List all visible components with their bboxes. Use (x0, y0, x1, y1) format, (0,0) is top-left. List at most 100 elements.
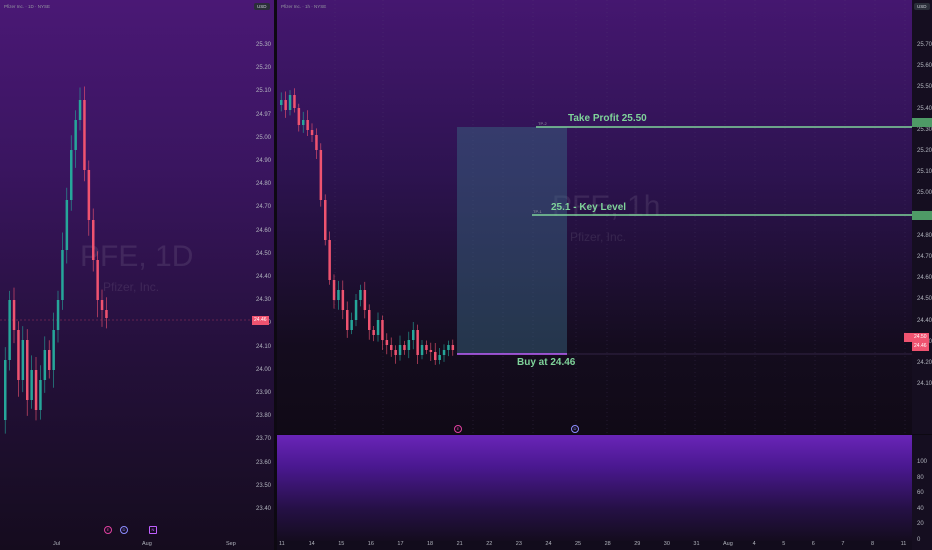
daily-chart-pane[interactable]: Pfizer Inc. · 1D · NYSE PFE, 1D Pfizer, … (0, 0, 274, 550)
candle (412, 330, 415, 340)
candle (96, 260, 99, 300)
candle (438, 355, 441, 360)
earnings-event-icon[interactable]: E (104, 526, 112, 534)
candle (434, 352, 437, 360)
price-tick: 24.50 (256, 250, 272, 257)
candle (297, 108, 301, 125)
pane-divider-horizontal[interactable] (277, 434, 932, 435)
candle (65, 200, 69, 250)
candle (284, 100, 287, 110)
indicator-tick: 100 (917, 459, 928, 465)
price-tick: 24.80 (917, 232, 932, 239)
price-tick: 23.70 (256, 436, 272, 443)
position-handle[interactable] (904, 333, 912, 342)
candle (52, 330, 55, 370)
candle (61, 250, 64, 300)
price-tick: 25.50 (917, 84, 932, 91)
right-key-level-price-tag (912, 211, 932, 220)
news-event-icon[interactable]: N (149, 526, 157, 534)
price-tick: 24.00 (256, 366, 272, 373)
candle (87, 170, 91, 220)
time-tick: 18 (427, 541, 434, 547)
candle (385, 340, 389, 345)
time-tick: 6 (811, 541, 815, 547)
left-chart-legend: Pfizer Inc. · 1D · NYSE (4, 4, 51, 9)
time-tick: 24 (545, 541, 552, 547)
price-tick: 25.00 (917, 190, 932, 197)
left-time-axis[interactable]: Jul Aug Sep (0, 541, 252, 550)
key-level-label[interactable]: 25.1 - Key Level (551, 202, 627, 213)
candle (92, 220, 95, 260)
right-time-axis[interactable]: 11 14 15 16 17 18 21 22 23 24 25 28 29 30 31 Aug 4 5 6 7 8 11 (277, 541, 912, 550)
right-price-axis[interactable]: 25.70 25.60 25.50 25.40 25.30 25.20 25.10 25.00… (912, 0, 932, 550)
earnings-event-icon[interactable]: E (454, 425, 462, 433)
price-tick: 25.00 (256, 134, 272, 141)
price-tick: 25.10 (917, 169, 932, 176)
candle (341, 290, 345, 310)
price-tick: 24.40 (256, 274, 272, 280)
candle (315, 135, 318, 150)
time-tick: 31 (693, 541, 700, 547)
time-tick: 28 (604, 541, 611, 547)
take-profit-label[interactable]: Take Profit 25.50 (568, 113, 647, 124)
candle (302, 120, 305, 125)
candle (372, 330, 375, 335)
candle (416, 330, 419, 355)
price-tick: 24.20 (917, 360, 932, 366)
right-unit-badge[interactable]: USD (914, 3, 930, 10)
pane-divider-vertical[interactable] (274, 0, 277, 550)
dividend-event-icon[interactable]: D (120, 526, 128, 534)
candle (8, 300, 11, 360)
candle (363, 290, 367, 310)
candle (394, 350, 397, 355)
indicator-pane[interactable] (277, 435, 912, 541)
candle (451, 345, 455, 350)
hourly-candles (280, 0, 912, 434)
candle (34, 370, 38, 410)
time-tick: 22 (486, 541, 493, 547)
indicator-tick: 40 (917, 505, 924, 512)
candle (48, 350, 51, 370)
candle (376, 320, 380, 335)
price-tick: 24.50 (917, 296, 932, 303)
time-tick: 7 (841, 541, 845, 547)
price-tick: 24.10 (917, 381, 932, 388)
candle (43, 350, 47, 380)
price-tick: 23.50 (256, 482, 272, 489)
candle (4, 360, 7, 420)
time-tick: 30 (663, 541, 670, 547)
time-tick: 4 (752, 541, 756, 547)
dividend-event-icon[interactable]: D (571, 425, 579, 433)
left-price-axis[interactable]: 25.30 25.20 25.10 24.97 25.00 24.90 24.80 24.70… (252, 0, 274, 550)
price-tick: 25.20 (917, 148, 932, 154)
candle (306, 120, 309, 130)
hourly-chart-pane[interactable]: Pfizer Inc. · 1h · NYSE PFE, 1h Pfizer, … (277, 0, 912, 434)
candle (368, 310, 371, 330)
price-tick: 24.60 (917, 275, 932, 282)
left-unit-badge[interactable]: USD (254, 3, 270, 10)
price-tick: 24.60 (256, 227, 272, 234)
candle (398, 345, 402, 355)
candle (346, 310, 349, 330)
candle (319, 150, 323, 200)
candle (407, 340, 411, 350)
price-tick: 25.60 (917, 63, 932, 70)
candle (420, 345, 424, 355)
candle (12, 300, 16, 330)
time-tick: Sep (226, 541, 236, 547)
time-tick: 17 (397, 541, 404, 547)
candle (447, 345, 450, 350)
indicator-tick: 20 (917, 521, 924, 527)
time-tick: Aug (723, 541, 733, 547)
time-tick: 8 (871, 541, 875, 547)
indicator-tick: 0 (917, 536, 921, 543)
daily-candles (0, 86, 252, 434)
candle (354, 300, 358, 320)
indicator-tick: 80 (917, 474, 924, 481)
price-tick: 24.30 (256, 297, 272, 304)
buy-entry-label[interactable]: Buy at 24.46 (517, 357, 576, 368)
candle (310, 130, 314, 135)
candle (26, 340, 29, 400)
right-entry-price-tag: 24.46 (912, 342, 929, 351)
price-tick: 25.70 (917, 42, 932, 48)
